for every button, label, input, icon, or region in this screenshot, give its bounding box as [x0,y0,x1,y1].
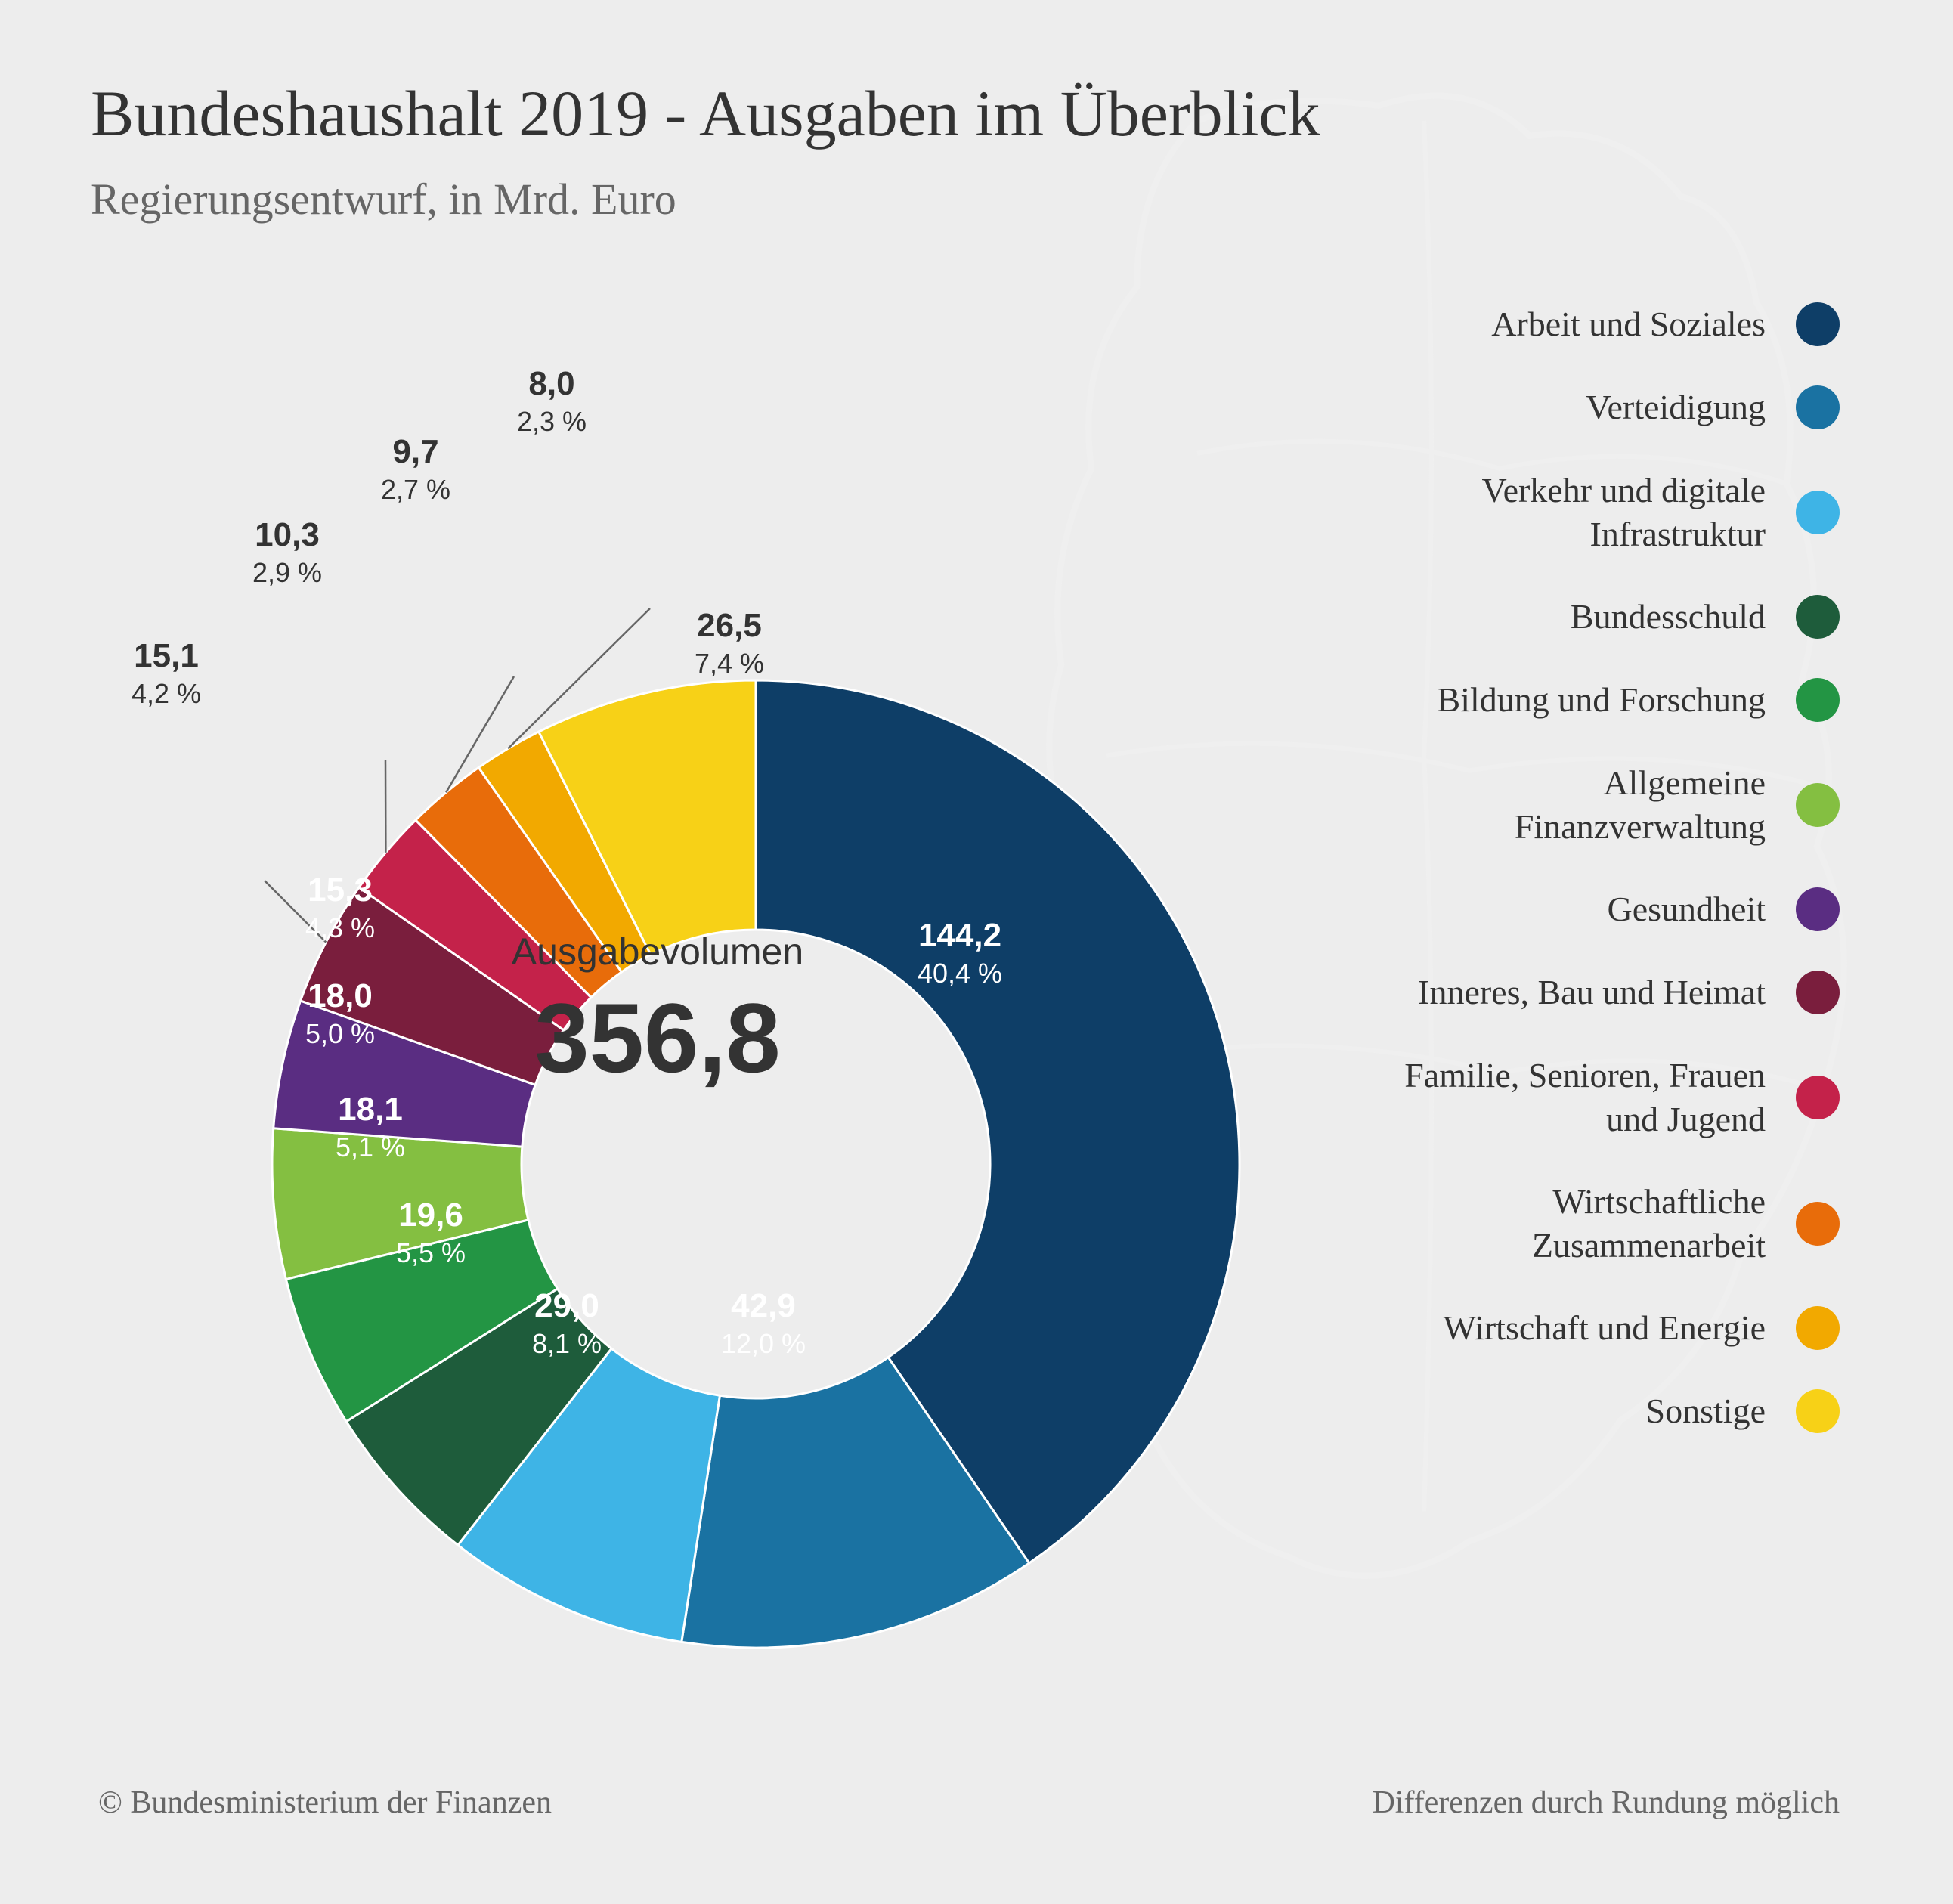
legend-label: Gesundheit [1607,887,1766,931]
center-total: Ausgabevolumen 356,8 [416,930,899,1094]
slice-value: 19,6 [363,1194,499,1236]
center-label-text: Ausgabevolumen [416,930,899,974]
slice-label: 19,65,5 % [363,1194,499,1270]
legend-item: Familie, Senioren, Frauen und Jugend [1356,1054,1840,1141]
legend-color-dot [1796,1306,1840,1350]
slice-label: 9,72,7 % [348,431,484,506]
center-value: 356,8 [416,981,899,1094]
legend-label: Arbeit und Soziales [1491,302,1766,346]
slice-percent: 4,2 % [98,676,234,711]
slice-label: 144,240,4 % [892,915,1028,990]
chart-title: Bundeshaushalt 2019 - Ausgaben im Überbl… [91,76,1862,151]
slice-percent: 8,1 % [499,1327,635,1361]
slice-percent: 4,3 % [272,911,408,945]
legend-color-dot [1796,887,1840,931]
legend-label: Wirtschaftliche Zusammenarbeit [1356,1180,1766,1267]
slice-percent: 5,1 % [302,1130,438,1164]
legend-color-dot [1796,1202,1840,1246]
slice-value: 18,1 [302,1088,438,1130]
slice-value: 10,3 [219,514,355,556]
slice-percent: 40,4 % [892,956,1028,990]
legend-item: Wirtschaftliche Zusammenarbeit [1356,1180,1840,1267]
legend-color-dot [1796,595,1840,639]
slice-percent: 5,0 % [272,1017,408,1051]
legend-color-dot [1796,491,1840,534]
slice-value: 8,0 [484,363,620,404]
legend-color-dot [1796,1076,1840,1119]
slice-value: 42,9 [695,1285,831,1327]
slice-label: 15,14,2 % [98,635,234,711]
donut-chart-area: Ausgabevolumen 356,8 144,240,4 % 42,912,0… [76,287,1247,1572]
legend-item: Allgemeine Finanzverwaltung [1356,761,1840,848]
legend-label: Allgemeine Finanzverwaltung [1356,761,1766,848]
legend-color-dot [1796,783,1840,827]
legend-color-dot [1796,302,1840,346]
slice-value: 9,7 [348,431,484,472]
slice-label: 26,57,4 % [661,605,797,680]
legend-label: Familie, Senioren, Frauen und Jugend [1356,1054,1766,1141]
slice-value: 15,1 [98,635,234,676]
copyright-text: © Bundesministerium der Finanzen [98,1785,552,1821]
legend-item: Inneres, Bau und Heimat [1356,971,1840,1014]
slice-value: 29,0 [499,1285,635,1327]
slice-value: 15,3 [272,869,408,911]
slice-label: 10,32,9 % [219,514,355,590]
legend-color-dot [1796,678,1840,722]
chart-subtitle: Regierungsentwurf, in Mrd. Euro [91,174,1862,224]
legend-label: Wirtschaft und Energie [1444,1306,1766,1350]
slice-value: 18,0 [272,975,408,1017]
infographic-container: Bundeshaushalt 2019 - Ausgaben im Überbl… [0,0,1953,1904]
legend-label: Verkehr und digitale Infrastruktur [1356,469,1766,556]
slice-value: 144,2 [892,915,1028,956]
legend-item: Verteidigung [1356,385,1840,429]
slice-value: 26,5 [661,605,797,646]
legend-label: Bildung und Forschung [1438,678,1766,722]
slice-label: 8,02,3 % [484,363,620,438]
legend-item: Bildung und Forschung [1356,678,1840,722]
slice-label: 18,05,0 % [272,975,408,1051]
legend-color-dot [1796,1389,1840,1433]
slice-percent: 2,9 % [219,556,355,590]
legend-item: Gesundheit [1356,887,1840,931]
disclaimer-text: Differenzen durch Rundung möglich [1372,1785,1840,1821]
slice-label: 15,34,3 % [272,869,408,945]
legend-item: Arbeit und Soziales [1356,302,1840,346]
legend-label: Sonstige [1646,1389,1766,1433]
slice-label: 18,15,1 % [302,1088,438,1164]
slice-percent: 2,7 % [348,472,484,506]
legend-color-dot [1796,385,1840,429]
slice-percent: 2,3 % [484,404,620,438]
legend-item: Wirtschaft und Energie [1356,1306,1840,1350]
legend-item: Sonstige [1356,1389,1840,1433]
legend-color-dot [1796,971,1840,1014]
slice-label: 29,08,1 % [499,1285,635,1361]
slice-percent: 7,4 % [661,646,797,680]
slice-percent: 5,5 % [363,1236,499,1270]
slice-percent: 12,0 % [695,1327,831,1361]
legend: Arbeit und Soziales Verteidigung Verkehr u… [1356,302,1840,1472]
legend-label: Inneres, Bau und Heimat [1418,971,1766,1014]
legend-item: Verkehr und digitale Infrastruktur [1356,469,1840,556]
legend-item: Bundesschuld [1356,595,1840,639]
slice-label: 42,912,0 % [695,1285,831,1361]
legend-label: Verteidigung [1586,385,1766,429]
legend-label: Bundesschuld [1571,595,1766,639]
